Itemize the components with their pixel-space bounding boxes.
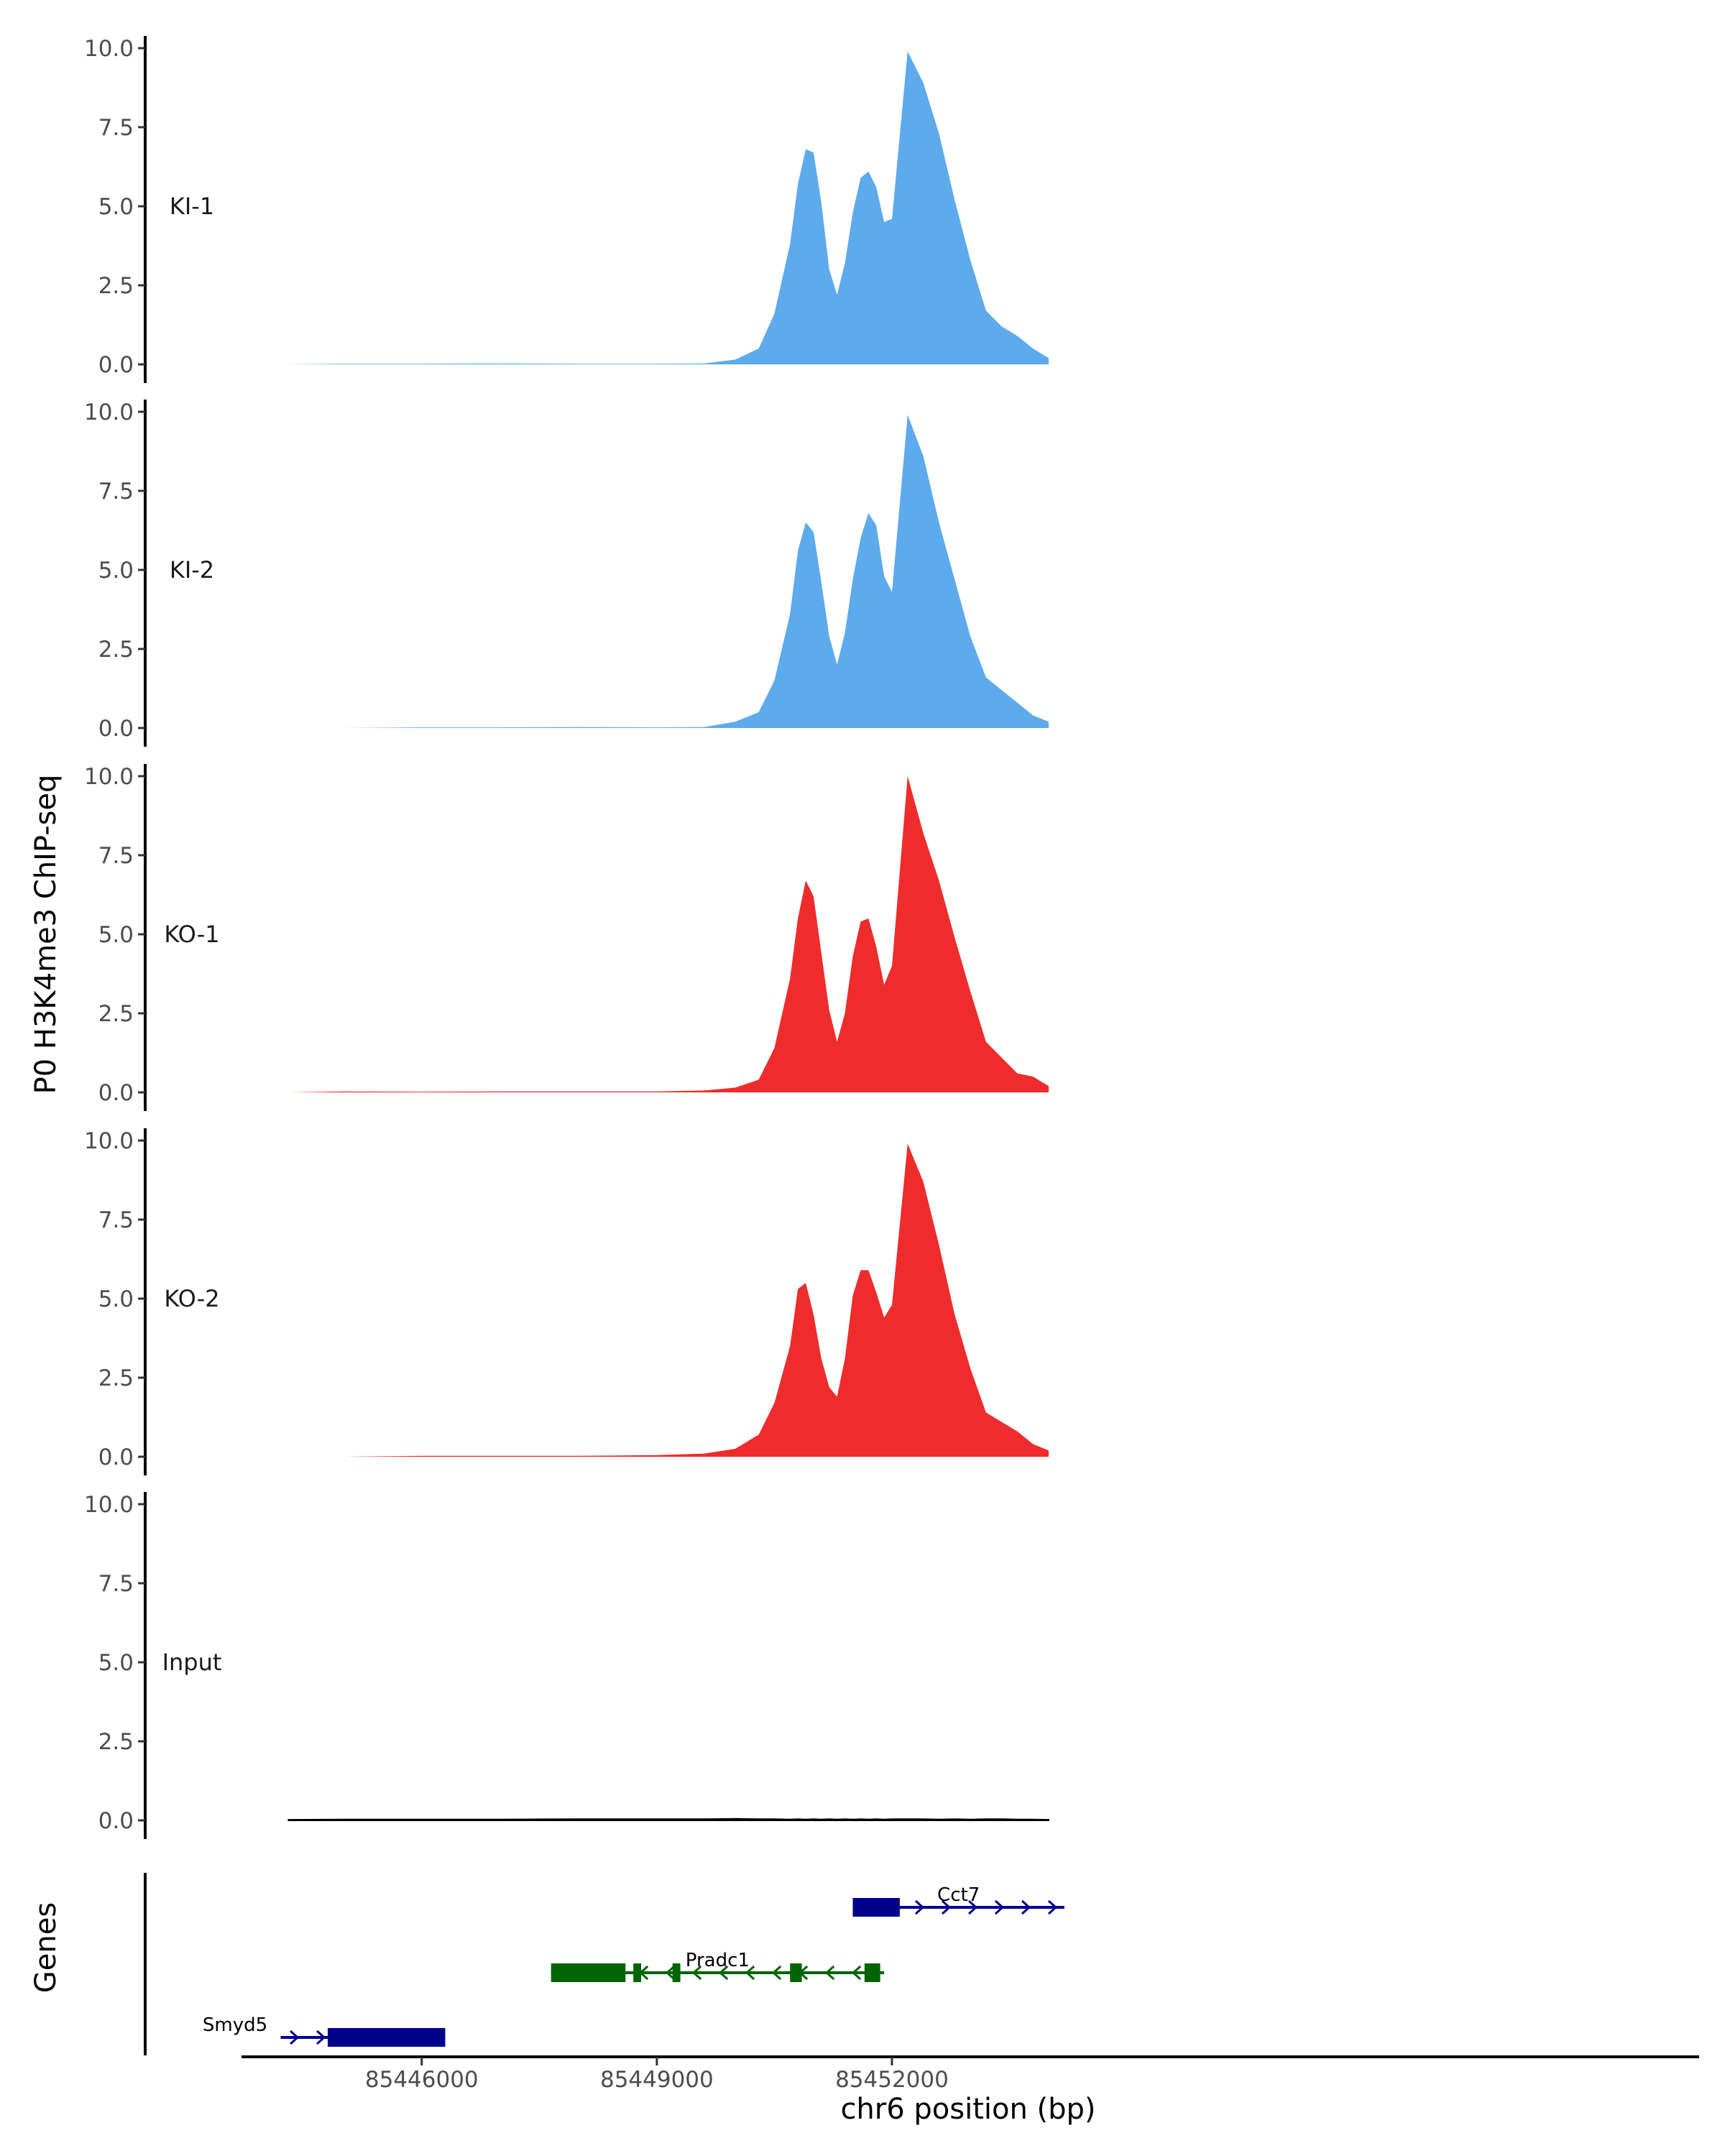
exon <box>852 1898 900 1917</box>
track-input: 0.0 2.5 5.0 7.5 10.0 Input <box>84 1492 1049 1839</box>
genes-panel: Cct7 Pradc1 Smyd5 <box>144 1873 1064 2055</box>
y-tick-label: 7.5 <box>98 479 134 505</box>
y-tick-label: 0.0 <box>98 716 134 742</box>
signal-area <box>288 1143 1049 1457</box>
x-axis-title: chr6 position (bp) <box>840 2093 1095 2126</box>
x-tick-label: 85449000 <box>600 2067 714 2093</box>
y-tick-label: 2.5 <box>98 1729 134 1755</box>
y-tick-label: 2.5 <box>98 273 134 299</box>
y-tick-label: 7.5 <box>98 1207 134 1233</box>
track-ki-1: 0.0 2.5 5.0 7.5 10.0 KI-1 <box>84 36 1049 383</box>
track-ko-2: 0.0 2.5 5.0 7.5 10.0 KO-2 <box>84 1128 1049 1475</box>
y-tick-label: 10.0 <box>84 400 134 425</box>
gene-cct7: Cct7 <box>852 1884 1064 1917</box>
gene-label: Pradc1 <box>686 1950 750 1971</box>
y-tick-label: 2.5 <box>98 637 134 663</box>
y-tick-label: 10.0 <box>84 1128 134 1154</box>
y-tick-label: 5.0 <box>98 1650 134 1676</box>
x-tick-label: 85446000 <box>365 2067 479 2093</box>
strand-arrow <box>851 1965 862 1981</box>
exon <box>864 1963 880 1982</box>
y-tick-label: 0.0 <box>98 1808 134 1834</box>
gene-label: Cct7 <box>937 1884 980 1906</box>
strand-arrow <box>941 1899 952 1915</box>
strand-arrow <box>316 2030 326 2045</box>
signal-area <box>288 415 1049 728</box>
signal-tracks: 0.0 2.5 5.0 7.5 10.0 KI-1 0.0 2.5 5.0 7.5 10.0 KI-2… <box>84 36 1049 1839</box>
gene-label: Smyd5 <box>203 2014 267 2036</box>
strand-arrow <box>745 1965 755 1981</box>
strand-arrow <box>665 1965 676 1981</box>
strand-arrow <box>967 1899 978 1915</box>
y-tick-label: 2.5 <box>98 1365 134 1391</box>
y-tick-label: 10.0 <box>84 1492 134 1518</box>
y-tick-label: 0.0 <box>98 352 134 378</box>
y-tick-label: 7.5 <box>98 1571 134 1597</box>
strand-arrow <box>1047 1899 1058 1915</box>
signal-area <box>288 1818 1049 1821</box>
strand-arrow <box>691 1965 702 1981</box>
track-label: KO-2 <box>164 1285 219 1312</box>
signal-area <box>288 776 1049 1092</box>
track-label: KO-1 <box>164 921 219 948</box>
x-axis: 85446000 85449000 85452000 <box>242 2055 1699 2093</box>
track-ki-2: 0.0 2.5 5.0 7.5 10.0 KI-2 <box>84 400 1049 747</box>
exon <box>551 1963 626 1982</box>
strand-arrow <box>718 1965 729 1981</box>
gene-smyd5: Smyd5 <box>203 2014 446 2047</box>
x-tick-label: 85452000 <box>835 2067 949 2093</box>
y-axis-title-tracks: P0 H3K4me3 ChIP-seq <box>29 775 63 1095</box>
y-tick-label: 5.0 <box>98 194 134 220</box>
y-tick-label: 0.0 <box>98 1080 134 1106</box>
track-label: KI-1 <box>170 193 214 220</box>
exon <box>633 1963 642 1982</box>
y-tick-label: 10.0 <box>84 764 134 790</box>
gene-pradc1: Pradc1 <box>551 1950 885 1982</box>
strand-arrow <box>290 2030 300 2045</box>
y-tick-label: 5.0 <box>98 558 134 584</box>
exon <box>790 1963 802 1982</box>
exon <box>327 2028 446 2047</box>
signal-area <box>288 51 1049 365</box>
exon <box>672 1963 681 1982</box>
y-axis-title-genes: Genes <box>29 1902 63 1993</box>
strand-arrow <box>994 1899 1005 1915</box>
strand-arrow <box>1021 1899 1031 1915</box>
y-tick-label: 5.0 <box>98 922 134 948</box>
y-tick-label: 10.0 <box>84 36 134 62</box>
track-ko-1: 0.0 2.5 5.0 7.5 10.0 KO-1 <box>84 764 1049 1111</box>
y-tick-label: 0.0 <box>98 1445 134 1470</box>
strand-arrow <box>914 1899 925 1915</box>
y-tick-label: 2.5 <box>98 1001 134 1027</box>
y-tick-label: 7.5 <box>98 843 134 869</box>
strand-arrow <box>824 1965 835 1981</box>
strand-arrow <box>771 1965 782 1981</box>
y-tick-label: 5.0 <box>98 1286 134 1312</box>
track-label: KI-2 <box>170 556 214 584</box>
y-tick-label: 7.5 <box>98 115 134 141</box>
track-label: Input <box>162 1649 222 1676</box>
